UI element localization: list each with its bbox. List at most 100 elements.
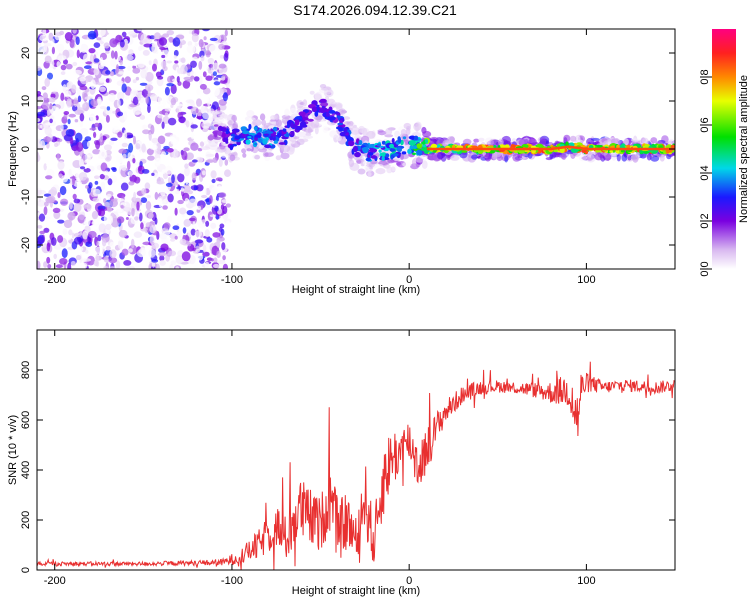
heatmap-cell (148, 212, 154, 219)
heatmap-cell (145, 222, 151, 228)
heatmap-cell (106, 193, 112, 199)
heatmap-cell (94, 246, 104, 255)
heatmap-cell (290, 122, 294, 129)
heatmap-cell (214, 205, 219, 212)
heatmap-cell (170, 238, 176, 242)
heatmap-cell (51, 237, 57, 246)
heatmap-cell (396, 147, 402, 153)
heatmap-cell (422, 130, 432, 138)
heatmap-cell (162, 116, 170, 124)
heatmap-cell (158, 197, 163, 208)
heatmap-cell (254, 154, 260, 160)
heatmap-cell (259, 113, 266, 121)
heatmap-cell (356, 159, 362, 164)
heatmap-cell (218, 227, 223, 233)
heatmap-cell (498, 138, 504, 147)
heatmap-cell (142, 129, 150, 135)
heatmap-cell (115, 64, 119, 74)
heatmap-cell (138, 45, 143, 52)
heatmap-cell (141, 143, 146, 153)
heatmap-cell (96, 84, 100, 91)
heatmap-cell (57, 138, 63, 143)
heatmap-cell (401, 151, 407, 155)
heatmap-cell (383, 157, 390, 161)
heatmap-cell (77, 214, 85, 224)
heatmap-cell (44, 201, 49, 207)
heatmap-cell (132, 67, 141, 74)
heatmap-cell (218, 158, 223, 167)
heatmap-cell (158, 110, 166, 115)
heatmap-cell (79, 43, 89, 54)
heatmap-cell (164, 107, 172, 112)
heatmap-cell (135, 111, 142, 115)
heatmap-cell (334, 111, 339, 114)
heatmap-cell (72, 175, 76, 186)
heatmap-cell (421, 141, 426, 145)
heatmap-cell (357, 168, 366, 175)
heatmap-cell (145, 95, 149, 104)
heatmap-cell (79, 127, 89, 136)
heatmap-cell (214, 131, 218, 138)
heatmap-cell (174, 60, 179, 64)
heatmap-cell (82, 258, 91, 262)
heatmap-cell (93, 68, 100, 76)
heatmap-cell (201, 219, 207, 223)
heatmap-cell (69, 137, 74, 145)
heatmap-cell (114, 50, 118, 60)
heatmap-cell (229, 144, 234, 151)
heatmap-cell (87, 30, 97, 40)
heatmap-cell (63, 219, 73, 229)
heatmap-cell (170, 139, 179, 145)
heatmap-cell (43, 136, 52, 143)
heatmap-cell (225, 203, 231, 208)
heatmap-cell (75, 36, 80, 45)
heatmap-cell (338, 126, 343, 132)
heatmap-cell (93, 58, 100, 63)
heatmap-cell (212, 62, 219, 72)
heatmap-cell (215, 195, 219, 202)
heatmap-cell (254, 135, 262, 138)
heatmap-cell (161, 54, 166, 59)
heatmap-cell (223, 116, 232, 120)
heatmap-cell (79, 113, 85, 122)
heatmap-cell (240, 126, 247, 131)
heatmap-cell (219, 55, 225, 59)
heatmap-cell (83, 217, 91, 226)
heatmap-cell (49, 176, 57, 187)
heatmap-cell (188, 217, 196, 222)
heatmap-cell (406, 126, 411, 131)
heatmap-cell (105, 223, 112, 230)
heatmap-cell (43, 261, 48, 268)
heatmap-cell (610, 138, 619, 144)
heatmap-cell (37, 106, 42, 110)
heatmap-cell (621, 154, 628, 162)
heatmap-cell (307, 127, 312, 134)
heatmap-cell (139, 82, 148, 86)
heatmap-cell (103, 198, 107, 204)
heatmap-cell (73, 236, 83, 245)
heatmap-cell (186, 210, 194, 216)
figure-title: S174.2026.094.12.39.C21 (293, 2, 457, 18)
heatmap-cell (127, 170, 134, 176)
heatmap-cell (100, 162, 108, 172)
heatmap-cell (165, 182, 173, 187)
heatmap-cell (149, 235, 155, 245)
heatmap-cell (224, 169, 231, 177)
heatmap-cell (41, 101, 49, 109)
heatmap-cell (127, 66, 131, 71)
spectrogram-y-label: Frequency (Hz) (7, 111, 19, 187)
heatmap-cell (320, 102, 329, 107)
heatmap-cell (218, 43, 225, 50)
heatmap-cell (214, 117, 225, 123)
heatmap-cell (203, 36, 207, 41)
heatmap-cell (293, 136, 300, 140)
heatmap-cell (109, 71, 115, 77)
heatmap-cell (611, 153, 617, 161)
heatmap-cell (397, 136, 401, 142)
heatmap-cell (167, 177, 172, 184)
heatmap-cell (365, 157, 371, 162)
heatmap-cell (95, 140, 101, 150)
heatmap-cell (133, 191, 137, 202)
heatmap-cell (120, 204, 124, 209)
